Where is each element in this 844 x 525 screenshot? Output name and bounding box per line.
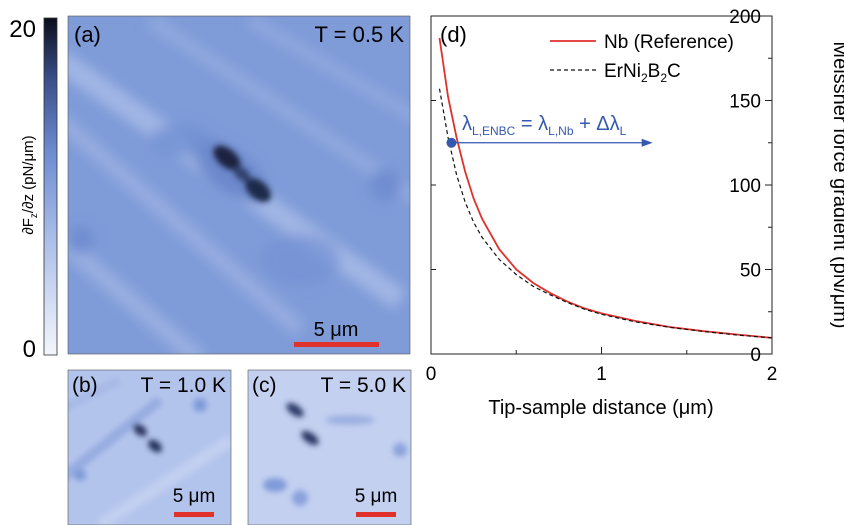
chart-d: (d) Tip-sample distance (μm) Meissner fo… [426,7,844,419]
y-tick-label-1: 50 [740,261,761,282]
chart-panel-label: (d) [440,22,467,47]
x-tick-label-2: 2 [767,364,778,385]
colorbar-axis-label: ∂Fz/∂z (pN/μm) [20,135,40,234]
colorbar-max-label: 20 [9,16,36,43]
colorbar-min-label: 0 [23,336,36,363]
panel-c-scalebar [356,512,396,517]
annotation-equation: λL,ENBC = λL,Nb + ΔλL [462,113,627,138]
legend-label-nb: Nb (Reference) [604,32,734,53]
x-ticks: 0 1 2 [426,347,778,385]
panel-c-map [248,370,411,525]
panel-c-temperature: T = 5.0 K [321,374,406,397]
panel-b-texture [68,376,231,525]
legend: Nb (Reference) ErNi2B2C [550,32,734,85]
y-tick-label-3: 150 [729,92,761,113]
annotation: λL,ENBC = λL,Nb + ΔλL [446,113,653,148]
colorbar-gradient [43,17,58,356]
legend-label-ernibc: ErNi2B2C [604,61,681,85]
panel-a-temperature: T = 0.5 K [315,22,405,47]
y-ticks: 0 50 100 150 200 [431,7,772,366]
y-tick-label-2: 100 [729,176,761,197]
panel-b: (b) T = 1.0 K 5 μm [67,369,232,525]
panel-c-label: (c) [252,374,277,397]
series-line-0 [438,37,773,339]
chart-ylabel: Meissner force gradient (pN/μm) [829,41,844,328]
chart-xlabel: Tip-sample distance (μm) [488,397,713,419]
panel-b-label: (b) [72,374,98,397]
x-tick-label-0: 0 [426,364,437,385]
panel-a-scalebar [294,342,379,347]
panel-a-vortex [213,145,271,202]
panel-b-scalebar [174,512,214,517]
y-tick-label-4: 200 [729,7,761,28]
panel-a: (a) T = 0.5 K 5 μm [67,15,411,355]
y-tick-label-0: 0 [750,345,761,366]
x-tick-label-1: 1 [596,364,607,385]
panel-a-scalebar-label: 5 μm [314,319,359,341]
panel-c: (c) T = 5.0 K 5 μm [247,369,412,525]
colorbar: 20 0 ∂Fz/∂z (pN/μm) [9,16,58,363]
panel-b-scalebar-label: 5 μm [173,486,216,507]
panel-b-temperature: T = 1.0 K [141,374,226,397]
panel-c-scalebar-label: 5 μm [355,486,398,507]
panel-c-texture [263,402,407,506]
annotation-arrowhead [641,138,653,147]
series-lines [438,37,773,339]
chart-frame [430,15,773,355]
panel-a-label: (a) [74,22,101,47]
